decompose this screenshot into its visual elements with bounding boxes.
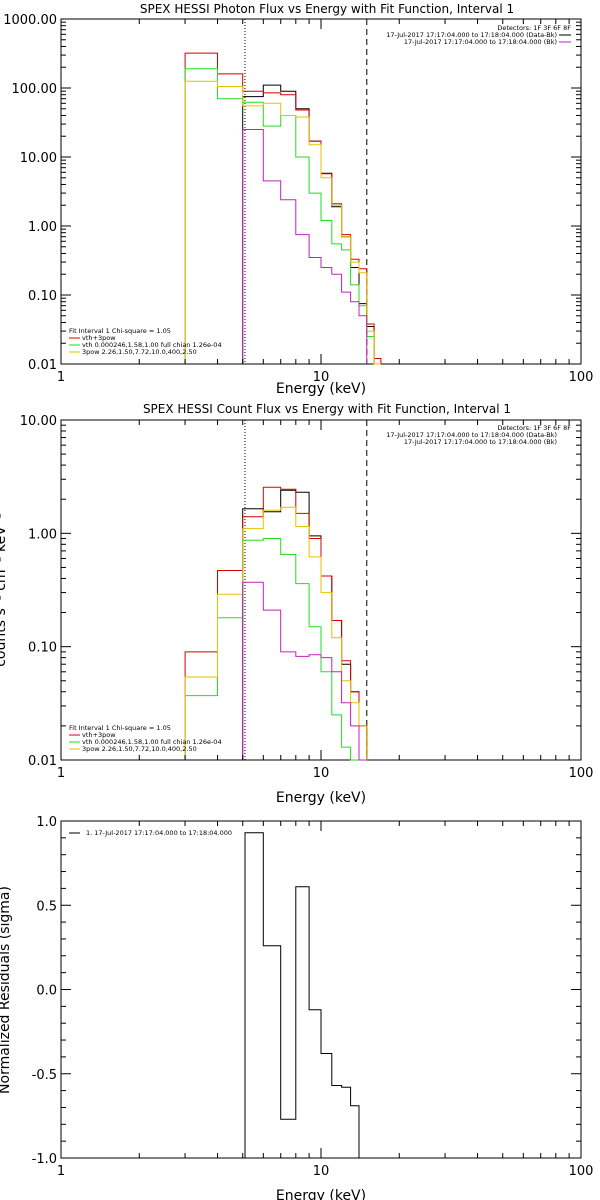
y-axis-label: counts s⁻¹ cm⁻² keV⁻¹ — [0, 513, 9, 667]
series-yellow — [184, 80, 381, 365]
series-magenta — [242, 581, 367, 761]
legend-entry-3pow: 3pow 2.26,1.50,7.72,10.0,400,2.50 — [82, 348, 197, 356]
y-tick-label: 0.01 — [28, 358, 57, 373]
x-tick-label: 100 — [569, 370, 594, 385]
photon-flux-panel: SPEX HESSI Photon Flux vs Energy with Fi… — [3, 2, 593, 397]
legend-right: Detectors: 1F 3F 6F 8F 17-Jul-2017 17:17… — [386, 34, 571, 446]
y-tick-label: 0.10 — [28, 641, 57, 656]
x-tick-label: 10 — [313, 766, 330, 781]
x-tick-label: 1 — [57, 370, 65, 385]
legend-entry-data-bk: 17-Jul-2017 17:17:04.000 to 17:18:04.000… — [386, 431, 557, 439]
series-black — [242, 84, 375, 364]
legend-header: Detectors: 1F 3F 6F 8F — [497, 24, 571, 32]
legend-entry-data-bk: 17-Jul-2017 17:17:04.000 to 17:18:04.000… — [386, 31, 557, 39]
legend-entry-total: vth+3pow — [82, 334, 116, 342]
legend-entry-vth: vth 0.000246,1.58,1.00 full chian 1.26e-… — [82, 341, 222, 349]
y-tick-label: 0.5 — [36, 899, 57, 914]
series-black — [244, 832, 367, 1159]
series-green — [184, 68, 381, 365]
legend-entry-3pow: 3pow 2.26,1.50,7.72,10.0,400,2.50 — [82, 745, 197, 753]
x-axis-label: Energy (keV) — [276, 1188, 366, 1200]
plot-frame — [60, 820, 582, 1159]
y-tick-label: 10.00 — [20, 151, 57, 166]
x-tick-label: 10 — [313, 370, 330, 385]
series-layer — [244, 832, 367, 1159]
y-tick-label: 1.0 — [36, 815, 57, 830]
tick-layer: 1 10 100 0.01 0.10 1.00 10.00 — [20, 414, 594, 781]
y-tick-label: -1.0 — [32, 1152, 57, 1167]
legend-entry-bk: 17-Jul-2017 17:17:04.000 to 17:18:04.000… — [404, 38, 557, 46]
x-axis-label: Energy (keV) — [276, 381, 366, 397]
legend-entry-bk: 17-Jul-2017 17:17:04.000 to 17:18:04.000… — [404, 438, 557, 446]
y-tick-label: -0.5 — [32, 1068, 57, 1083]
series-black — [242, 489, 368, 760]
legend-left: Fit Interval 1 Chi-square = 1.05 vth+3po… — [69, 327, 222, 356]
series-layer — [184, 420, 368, 761]
legend-fit-header: Fit Interval 1 Chi-square = 1.05 — [69, 724, 171, 732]
x-tick-label: 100 — [569, 1164, 594, 1179]
x-tick-label: 1 — [57, 1164, 65, 1179]
x-tick-label: 10 — [313, 1164, 330, 1179]
y-tick-label: 1000.00 — [3, 13, 57, 28]
plot-frame — [60, 18, 582, 365]
y-tick-label: 0.0 — [36, 984, 57, 999]
y-tick-label: 0.10 — [28, 289, 57, 304]
y-tick-label: 10.00 — [20, 414, 57, 429]
x-tick-label: 100 — [569, 766, 594, 781]
series-red — [184, 52, 382, 364]
chart-title: SPEX HESSI Count Flux vs Energy with Fit… — [143, 402, 511, 416]
count-flux-panel: SPEX HESSI Count Flux vs Energy with Fit… — [0, 34, 594, 806]
y-tick-label: 0.01 — [28, 754, 57, 769]
series-red — [184, 486, 368, 760]
legend-left: Fit Interval 1 Chi-square = 1.05 vth+3po… — [69, 724, 222, 753]
tick-layer: 1 10 100 0.01 0.10 1.00 10.00 100.00 1000.00 — [3, 13, 593, 385]
legend-fit-header: Fit Interval 1 Chi-square = 1.05 — [69, 327, 171, 335]
y-tick-label: 1.00 — [28, 527, 57, 542]
y-tick-label: 100.00 — [12, 82, 58, 97]
legend-entry-total: vth+3pow — [82, 731, 116, 739]
series-magenta — [242, 129, 368, 364]
tick-layer: 1 10 100 -1.0 -0.5 0.0 0.5 1.0 — [32, 815, 594, 1179]
legend-left: 1. 17-Jul-2017 17:17:04.000 to 17:18:04.… — [69, 829, 232, 837]
x-axis-label: Energy (keV) — [276, 790, 366, 806]
series-green — [184, 538, 367, 761]
y-tick-label: 1.00 — [28, 220, 57, 235]
legend-entry-vth: vth 0.000246,1.58,1.00 full chian 1.26e-… — [82, 738, 222, 746]
residuals-panel: 1 10 100 -1.0 -0.5 0.0 0.5 1.0 Energy (keV) Nor… — [0, 815, 593, 1200]
series-layer — [184, 19, 382, 365]
legend-right: Detectors: 1F 3F 6F 8F 17-Jul-2017 17:17… — [386, 24, 571, 46]
chart-title: SPEX HESSI Photon Flux vs Energy with Fi… — [140, 2, 514, 16]
series-yellow — [184, 506, 368, 760]
legend-header: Detectors: 1F 3F 6F 8F — [497, 424, 571, 432]
y-axis-label: Normalized Residuals (sigma) — [0, 886, 13, 1094]
legend-entry-residual: 1. 17-Jul-2017 17:17:04.000 to 17:18:04.… — [86, 829, 232, 837]
x-tick-label: 1 — [57, 766, 65, 781]
